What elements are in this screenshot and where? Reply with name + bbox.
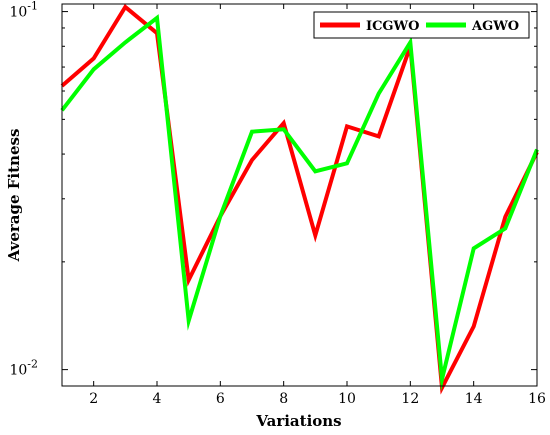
x-axis-title: Variations [255,412,341,430]
legend: ICGWO AGWO [313,11,530,39]
y-tick-label: 10-1 [9,0,38,21]
x-tick-label: 14 [465,391,483,407]
y-tick-label: 10-2 [9,358,38,379]
y-tick-labels: 10-1 10-2 [9,0,38,379]
axis-ticks [62,4,538,387]
x-tick-label: 6 [216,391,225,407]
x-tick-label: 12 [401,391,419,407]
x-tick-label: 10 [338,391,356,407]
series-lines [60,3,539,395]
y-axis-title: Average Fitness [5,129,23,263]
x-tick-label: 4 [153,391,162,407]
legend-label-icgwo: ICGWO [366,19,419,34]
x-tick-label: 8 [279,391,288,407]
x-tick-labels: 2 4 6 8 10 12 14 16 [89,391,546,407]
plot-area [62,4,537,386]
series-line-icgwo [60,3,539,395]
plot-frame [61,3,538,387]
series-line-agwo [60,14,539,392]
x-tick-label: 2 [89,391,98,407]
x-tick-label: 16 [528,391,546,407]
legend-label-agwo: AGWO [471,19,519,34]
